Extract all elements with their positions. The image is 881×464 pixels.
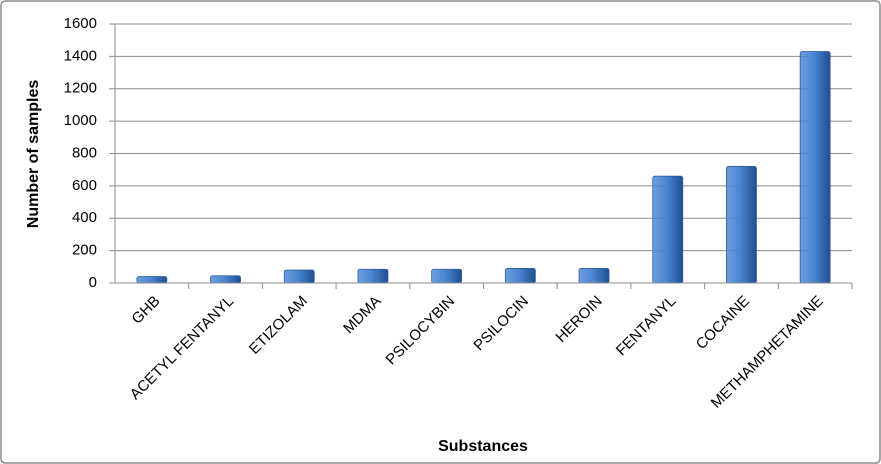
bar xyxy=(357,268,389,284)
y-tick-label: 1200 xyxy=(64,80,97,97)
y-tick-label: 600 xyxy=(72,177,97,194)
bar xyxy=(799,51,831,284)
y-tick-label: 1400 xyxy=(64,47,97,64)
bar xyxy=(210,275,241,284)
bar xyxy=(578,268,610,284)
y-tick-label: 1600 xyxy=(64,15,97,32)
bar xyxy=(504,268,536,284)
bar xyxy=(136,276,168,284)
y-tick-label: 400 xyxy=(72,209,97,226)
bar xyxy=(726,166,757,284)
y-axis-title: Number of samples xyxy=(25,80,42,229)
y-tick-label: 1000 xyxy=(64,112,97,129)
y-tick-label: 200 xyxy=(72,242,97,259)
bar xyxy=(652,175,684,284)
bar xyxy=(431,268,463,284)
bar xyxy=(283,269,315,284)
x-axis-title: Substances xyxy=(438,438,528,455)
y-tick-label: 800 xyxy=(72,144,97,161)
y-tick-label: 0 xyxy=(89,274,97,291)
